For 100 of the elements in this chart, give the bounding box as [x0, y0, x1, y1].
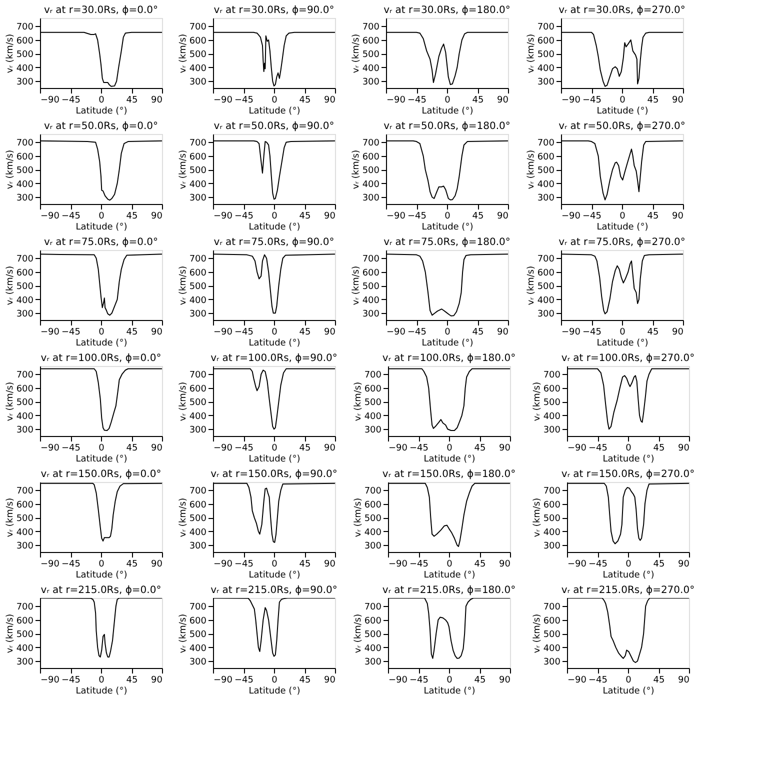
y-tick-label: 500	[16, 282, 34, 292]
y-tick-label: 400	[543, 528, 561, 538]
y-tick-label: 300	[189, 658, 207, 668]
x-tick-label: −90	[214, 444, 233, 454]
y-tick-label: 700	[364, 602, 382, 613]
x-tick-label: 45	[647, 96, 659, 106]
x-tick-label: 90	[499, 444, 511, 454]
x-tick-label: −45	[62, 328, 80, 338]
x-axis-title: Latitude (°)	[248, 686, 300, 696]
y-tick-label: 600	[16, 268, 34, 278]
y-tick-label: 500	[537, 166, 555, 176]
y-tick-label: 600	[543, 384, 561, 394]
x-tick-label: 90	[324, 212, 336, 222]
y-tick-label: 400	[364, 528, 382, 538]
y-tick-label: 600	[364, 384, 382, 394]
y-tick-label: 400	[16, 412, 34, 422]
x-axis-title: Latitude (°)	[422, 222, 474, 232]
chart-title: vᵣ at r=215.0Rs, ϕ=90.0°	[210, 585, 338, 596]
y-axis-title: vᵣ (km/s)	[178, 34, 188, 74]
y-tick-label: 400	[16, 64, 34, 74]
x-tick-label: 90	[151, 444, 163, 454]
x-tick-label: 90	[151, 328, 163, 338]
x-tick-label: −45	[62, 96, 80, 106]
y-axis-title: vᵣ (km/s)	[178, 266, 188, 306]
line-series	[386, 254, 508, 316]
y-tick-label: 600	[189, 36, 207, 46]
x-tick-label: −45	[582, 96, 602, 106]
y-tick-label: 600	[543, 616, 561, 626]
x-tick-label: 90	[499, 676, 511, 686]
y-tick-label: 300	[189, 194, 207, 204]
y-tick-label: 300	[16, 426, 34, 436]
y-tick-label: 500	[16, 630, 34, 640]
x-tick-label: 0	[444, 212, 451, 222]
x-tick-label: 90	[672, 328, 684, 338]
x-tick-label: 45	[299, 212, 311, 222]
x-axis-title: Latitude (°)	[596, 222, 648, 232]
y-tick-label: 700	[364, 486, 382, 497]
y-tick-label: 400	[16, 644, 34, 654]
x-tick-label: 0	[446, 560, 453, 570]
y-axis-title: vᵣ (km/s)	[178, 498, 188, 538]
chart-title: vᵣ at r=75.0Rs, ϕ=270.0°	[558, 237, 686, 248]
y-axis-title: vᵣ (km/s)	[178, 382, 188, 422]
y-tick-label: 600	[16, 500, 34, 510]
y-tick-label: 400	[189, 412, 207, 422]
y-tick-label: 500	[364, 630, 382, 640]
x-tick-label: 0	[98, 328, 105, 338]
chart-title: vᵣ at r=30.0Rs, ϕ=180.0°	[384, 5, 510, 16]
y-tick-label: 500	[189, 398, 207, 408]
y-tick-label: 700	[362, 254, 380, 265]
x-axis-title: Latitude (°)	[424, 570, 476, 580]
x-axis-title: Latitude (°)	[602, 570, 654, 580]
x-tick-label: 0	[446, 444, 453, 454]
x-axis-title: Latitude (°)	[424, 686, 476, 696]
y-tick-label: 700	[16, 138, 34, 149]
x-tick-label: 0	[98, 444, 105, 454]
y-tick-label: 700	[16, 22, 34, 33]
x-axis-title: Latitude (°)	[248, 222, 300, 232]
x-tick-label: −45	[234, 96, 254, 106]
x-tick-label: 0	[98, 676, 105, 686]
x-tick-label: 45	[647, 328, 659, 338]
x-tick-label: −90	[568, 676, 587, 686]
y-tick-label: 300	[364, 426, 382, 436]
x-tick-label: 45	[299, 676, 311, 686]
x-tick-label: −90	[562, 212, 581, 222]
x-tick-label: −90	[388, 444, 408, 454]
y-tick-label: 500	[364, 514, 382, 524]
y-tick-label: 700	[16, 370, 34, 381]
y-tick-label: 600	[362, 268, 380, 278]
x-tick-label: 90	[324, 96, 336, 106]
x-axis-title: Latitude (°)	[596, 106, 648, 116]
x-tick-label: −45	[408, 96, 426, 106]
chart-title: vᵣ at r=50.0Rs, ϕ=270.0°	[558, 121, 686, 132]
y-tick-label: 500	[16, 514, 34, 524]
y-tick-label: 600	[16, 616, 34, 626]
x-tick-label: 0	[620, 328, 626, 338]
y-tick-label: 600	[364, 616, 382, 626]
x-tick-label: −90	[568, 560, 587, 570]
y-tick-label: 700	[364, 370, 382, 381]
x-tick-label: 45	[126, 676, 138, 686]
x-tick-label: 0	[98, 212, 105, 222]
y-tick-label: 600	[189, 616, 207, 626]
y-axis-title: vᵣ (km/s)	[351, 34, 362, 74]
y-tick-label: 300	[543, 658, 561, 668]
x-tick-label: −90	[214, 212, 233, 222]
y-tick-label: 400	[189, 180, 207, 190]
y-tick-label: 600	[543, 500, 561, 510]
x-tick-label: 90	[324, 676, 336, 686]
x-tick-label: 0	[620, 212, 626, 222]
chart-title: vᵣ at r=150.0Rs, ϕ=0.0°	[40, 469, 162, 480]
y-tick-label: 700	[189, 22, 207, 33]
x-axis-title: Latitude (°)	[422, 338, 474, 348]
x-axis-title: Latitude (°)	[602, 686, 654, 696]
y-tick-label: 300	[364, 542, 382, 552]
x-tick-label: 45	[474, 444, 486, 454]
x-tick-label: 0	[620, 96, 626, 106]
x-tick-label: 90	[499, 560, 511, 570]
y-tick-label: 700	[362, 22, 380, 33]
chart-title: vᵣ at r=100.0Rs, ϕ=90.0°	[210, 353, 338, 364]
x-axis-title: Latitude (°)	[422, 106, 474, 116]
x-tick-label: 90	[672, 212, 684, 222]
